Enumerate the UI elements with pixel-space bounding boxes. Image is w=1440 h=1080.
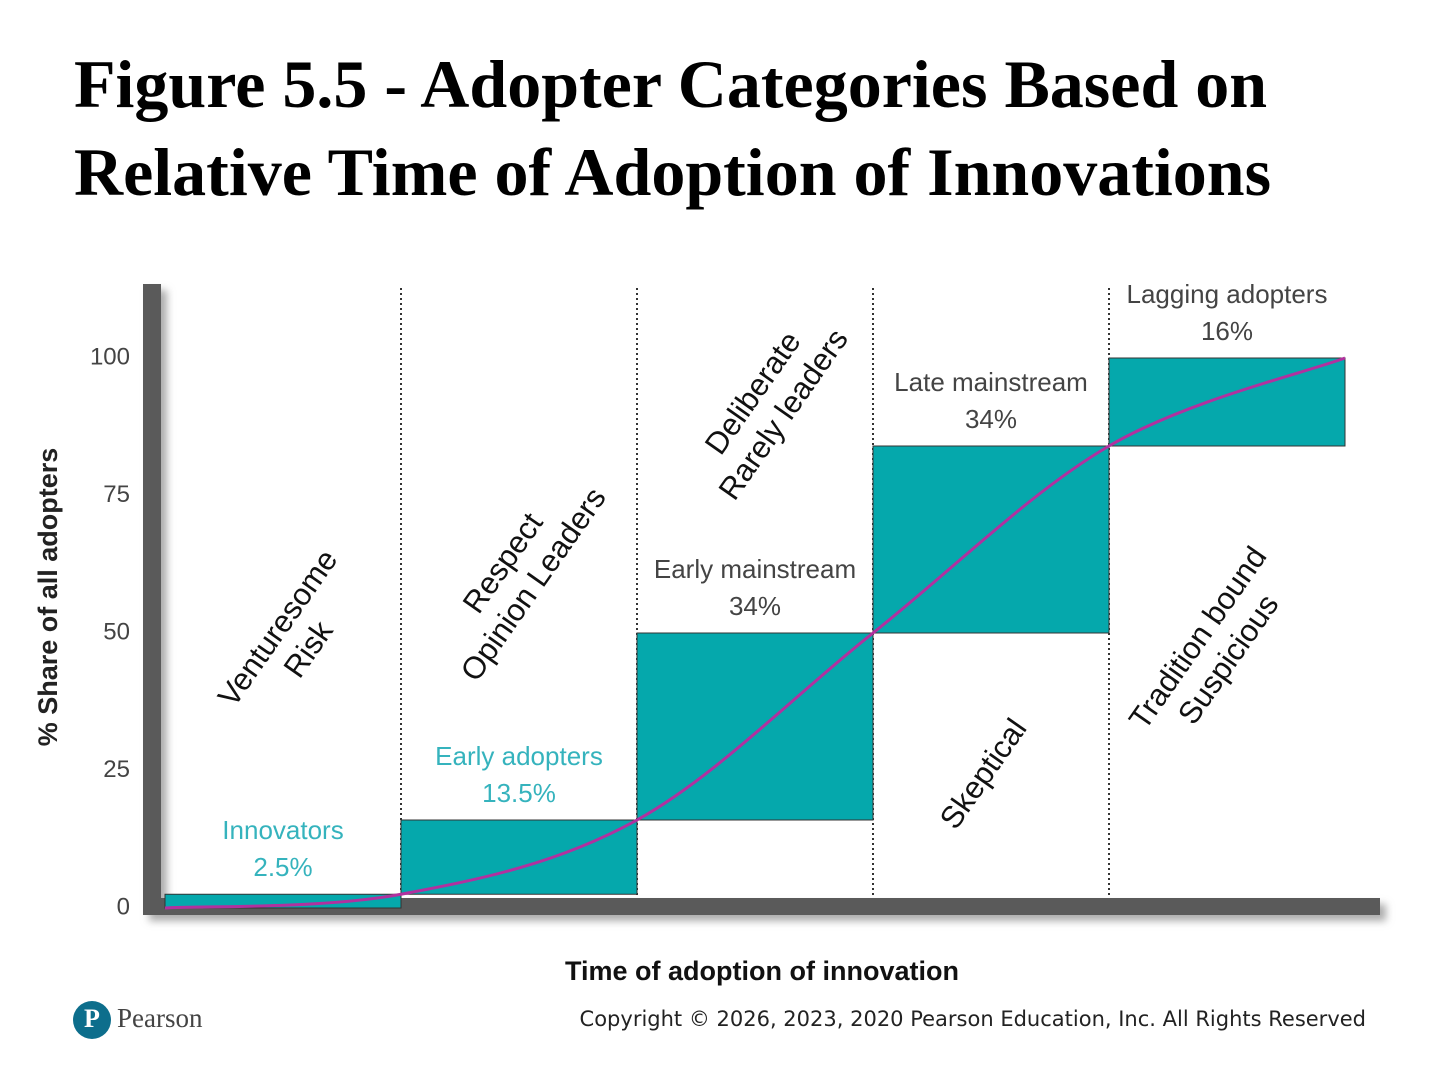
category-label: Lagging adopters: [1127, 279, 1328, 309]
bar: [164, 893, 402, 909]
logo-letter: P: [84, 1004, 100, 1033]
logo-text: Pearson: [117, 1003, 203, 1033]
y-tick-label: 75: [103, 481, 130, 508]
value-label: 13.5%: [482, 778, 556, 808]
bar: [400, 819, 638, 895]
x-axis: [143, 898, 1380, 915]
value-label: 34%: [729, 591, 781, 621]
logo-icon: [73, 1001, 111, 1039]
trait-label: Tradition boundSuspicious: [1122, 540, 1304, 757]
y-axis: [143, 284, 161, 914]
value-label: 16%: [1201, 316, 1253, 346]
y-axis-label: % Share of all adopters: [33, 448, 63, 747]
category-label: Innovators: [222, 815, 343, 845]
value-label: 34%: [965, 404, 1017, 434]
category-label: Early adopters: [435, 741, 603, 771]
chart-title: Figure 5.5 - Adopter Categories Based on…: [74, 46, 1272, 210]
trait-label: RespectOpinion Leaders: [423, 460, 613, 688]
copyright: Copyright © 2026, 2023, 2020 Pearson Edu…: [580, 1007, 1366, 1031]
plot-area: 0 25 50 75 100 Innovators 2.5% VenturesomeRisk E…: [90, 279, 1346, 920]
category-label: Early mainstream: [654, 554, 856, 584]
bar: [636, 632, 874, 821]
trait-label: VenturesomeRisk: [211, 543, 375, 734]
y-tick-label: 25: [103, 756, 130, 783]
bar: [1108, 357, 1346, 447]
y-tick-label: 50: [103, 618, 130, 645]
trait-label: DeliberateRarely leaders: [681, 301, 855, 506]
logo: P Pearson: [73, 1001, 203, 1039]
y-tick-label: 100: [90, 343, 130, 370]
y-tick-label: 0: [117, 893, 130, 920]
axes: [143, 284, 1380, 915]
x-axis-label: Time of adoption of innovation: [565, 956, 959, 986]
adoption-curve: [164, 356, 1346, 910]
value-label: 2.5%: [253, 852, 312, 882]
trait-label: Skeptical: [933, 712, 1034, 835]
category-label: Late mainstream: [894, 367, 1088, 397]
